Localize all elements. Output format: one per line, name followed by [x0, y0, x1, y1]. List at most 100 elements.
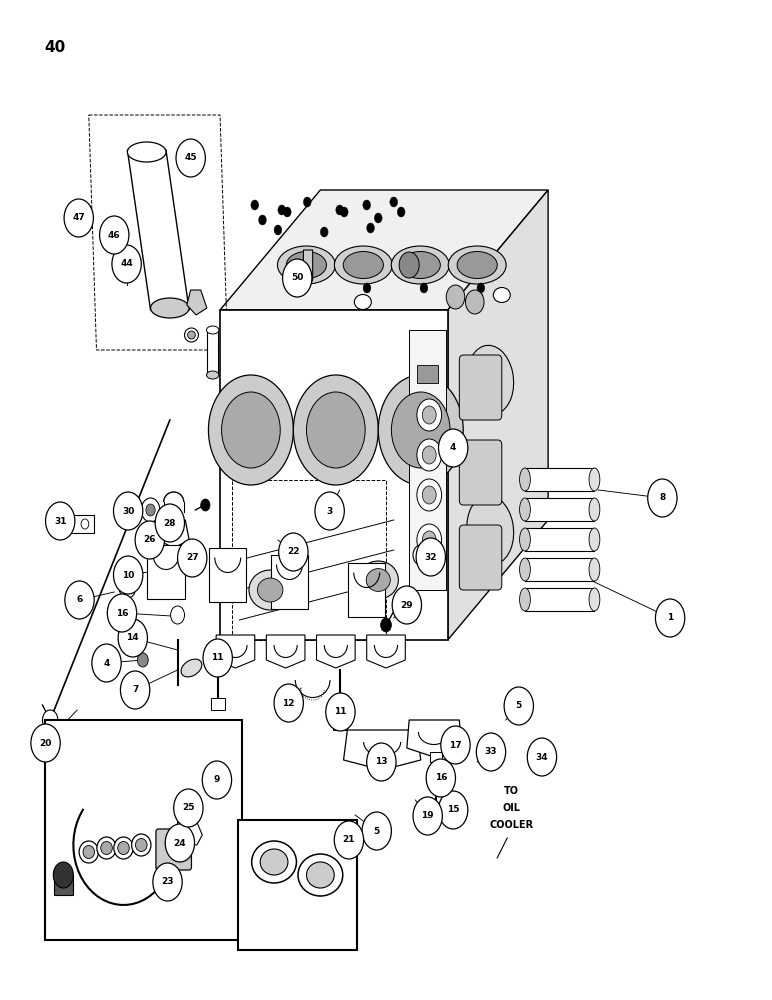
- Circle shape: [426, 759, 455, 797]
- Circle shape: [476, 733, 506, 771]
- Circle shape: [42, 710, 58, 730]
- Polygon shape: [220, 190, 548, 310]
- Circle shape: [176, 139, 205, 177]
- Circle shape: [113, 556, 143, 594]
- Text: 5: 5: [516, 702, 522, 710]
- Circle shape: [422, 446, 436, 464]
- Polygon shape: [176, 822, 202, 845]
- Circle shape: [120, 671, 150, 709]
- Circle shape: [208, 375, 293, 485]
- Ellipse shape: [136, 838, 147, 852]
- Circle shape: [504, 687, 533, 725]
- Circle shape: [362, 812, 391, 850]
- Ellipse shape: [117, 842, 129, 854]
- Circle shape: [178, 539, 207, 577]
- Circle shape: [251, 200, 259, 210]
- Circle shape: [137, 653, 148, 667]
- Text: 40: 40: [45, 40, 66, 55]
- Text: 23: 23: [161, 878, 174, 886]
- Ellipse shape: [113, 837, 133, 859]
- Text: 11: 11: [212, 654, 224, 662]
- Text: 10: 10: [122, 570, 134, 580]
- Text: 32: 32: [425, 552, 437, 562]
- Ellipse shape: [120, 582, 135, 598]
- Circle shape: [527, 738, 557, 776]
- Ellipse shape: [457, 251, 497, 278]
- Circle shape: [378, 375, 463, 485]
- Ellipse shape: [83, 846, 94, 858]
- Circle shape: [381, 618, 391, 632]
- Text: 26: 26: [144, 536, 156, 544]
- Ellipse shape: [400, 251, 440, 278]
- Polygon shape: [127, 150, 189, 310]
- Bar: [333, 718, 347, 730]
- Ellipse shape: [100, 842, 113, 854]
- Ellipse shape: [127, 142, 166, 162]
- Circle shape: [107, 594, 137, 632]
- Text: 29: 29: [401, 600, 413, 609]
- Text: 24: 24: [174, 838, 186, 848]
- Text: 12: 12: [283, 698, 295, 708]
- Ellipse shape: [589, 588, 600, 611]
- Circle shape: [141, 498, 160, 522]
- Polygon shape: [525, 558, 594, 581]
- Ellipse shape: [520, 558, 530, 581]
- Bar: [45, 720, 242, 940]
- Ellipse shape: [467, 495, 513, 565]
- FancyBboxPatch shape: [459, 355, 502, 420]
- Ellipse shape: [260, 849, 288, 875]
- Polygon shape: [317, 635, 355, 668]
- Circle shape: [46, 502, 75, 540]
- Circle shape: [203, 639, 232, 677]
- Circle shape: [367, 743, 396, 781]
- Polygon shape: [407, 720, 462, 757]
- Ellipse shape: [257, 578, 283, 602]
- Ellipse shape: [589, 498, 600, 521]
- Text: 1: 1: [667, 613, 673, 622]
- Bar: [430, 752, 442, 762]
- Ellipse shape: [334, 246, 392, 284]
- Polygon shape: [525, 588, 594, 611]
- Bar: [56, 515, 94, 533]
- Ellipse shape: [252, 841, 296, 883]
- Ellipse shape: [286, 251, 327, 278]
- Circle shape: [416, 538, 445, 576]
- Circle shape: [53, 862, 73, 888]
- Ellipse shape: [298, 854, 343, 896]
- Polygon shape: [525, 528, 594, 551]
- Circle shape: [320, 227, 328, 237]
- Circle shape: [202, 761, 232, 799]
- FancyBboxPatch shape: [459, 440, 502, 505]
- Circle shape: [171, 606, 185, 624]
- Text: 31: 31: [54, 516, 66, 526]
- Ellipse shape: [344, 251, 384, 278]
- Polygon shape: [525, 468, 594, 491]
- Circle shape: [438, 791, 468, 829]
- Polygon shape: [207, 330, 218, 375]
- Polygon shape: [367, 635, 405, 668]
- Text: 46: 46: [108, 231, 120, 239]
- Circle shape: [64, 199, 93, 237]
- Text: 34: 34: [536, 752, 548, 762]
- Circle shape: [648, 479, 677, 517]
- Ellipse shape: [354, 294, 371, 310]
- Circle shape: [390, 197, 398, 207]
- Circle shape: [413, 545, 428, 565]
- Circle shape: [303, 197, 311, 207]
- Text: TO: TO: [503, 786, 519, 796]
- Circle shape: [293, 375, 378, 485]
- Polygon shape: [303, 250, 313, 288]
- Ellipse shape: [358, 561, 398, 599]
- Circle shape: [340, 207, 348, 217]
- Circle shape: [363, 283, 371, 293]
- Ellipse shape: [207, 371, 219, 379]
- Ellipse shape: [366, 569, 391, 591]
- Bar: [238, 820, 357, 950]
- Circle shape: [326, 693, 355, 731]
- Polygon shape: [271, 554, 308, 609]
- Circle shape: [201, 499, 210, 511]
- Ellipse shape: [188, 331, 195, 339]
- Text: COOLER: COOLER: [489, 820, 533, 830]
- Circle shape: [31, 724, 60, 762]
- Circle shape: [417, 479, 442, 511]
